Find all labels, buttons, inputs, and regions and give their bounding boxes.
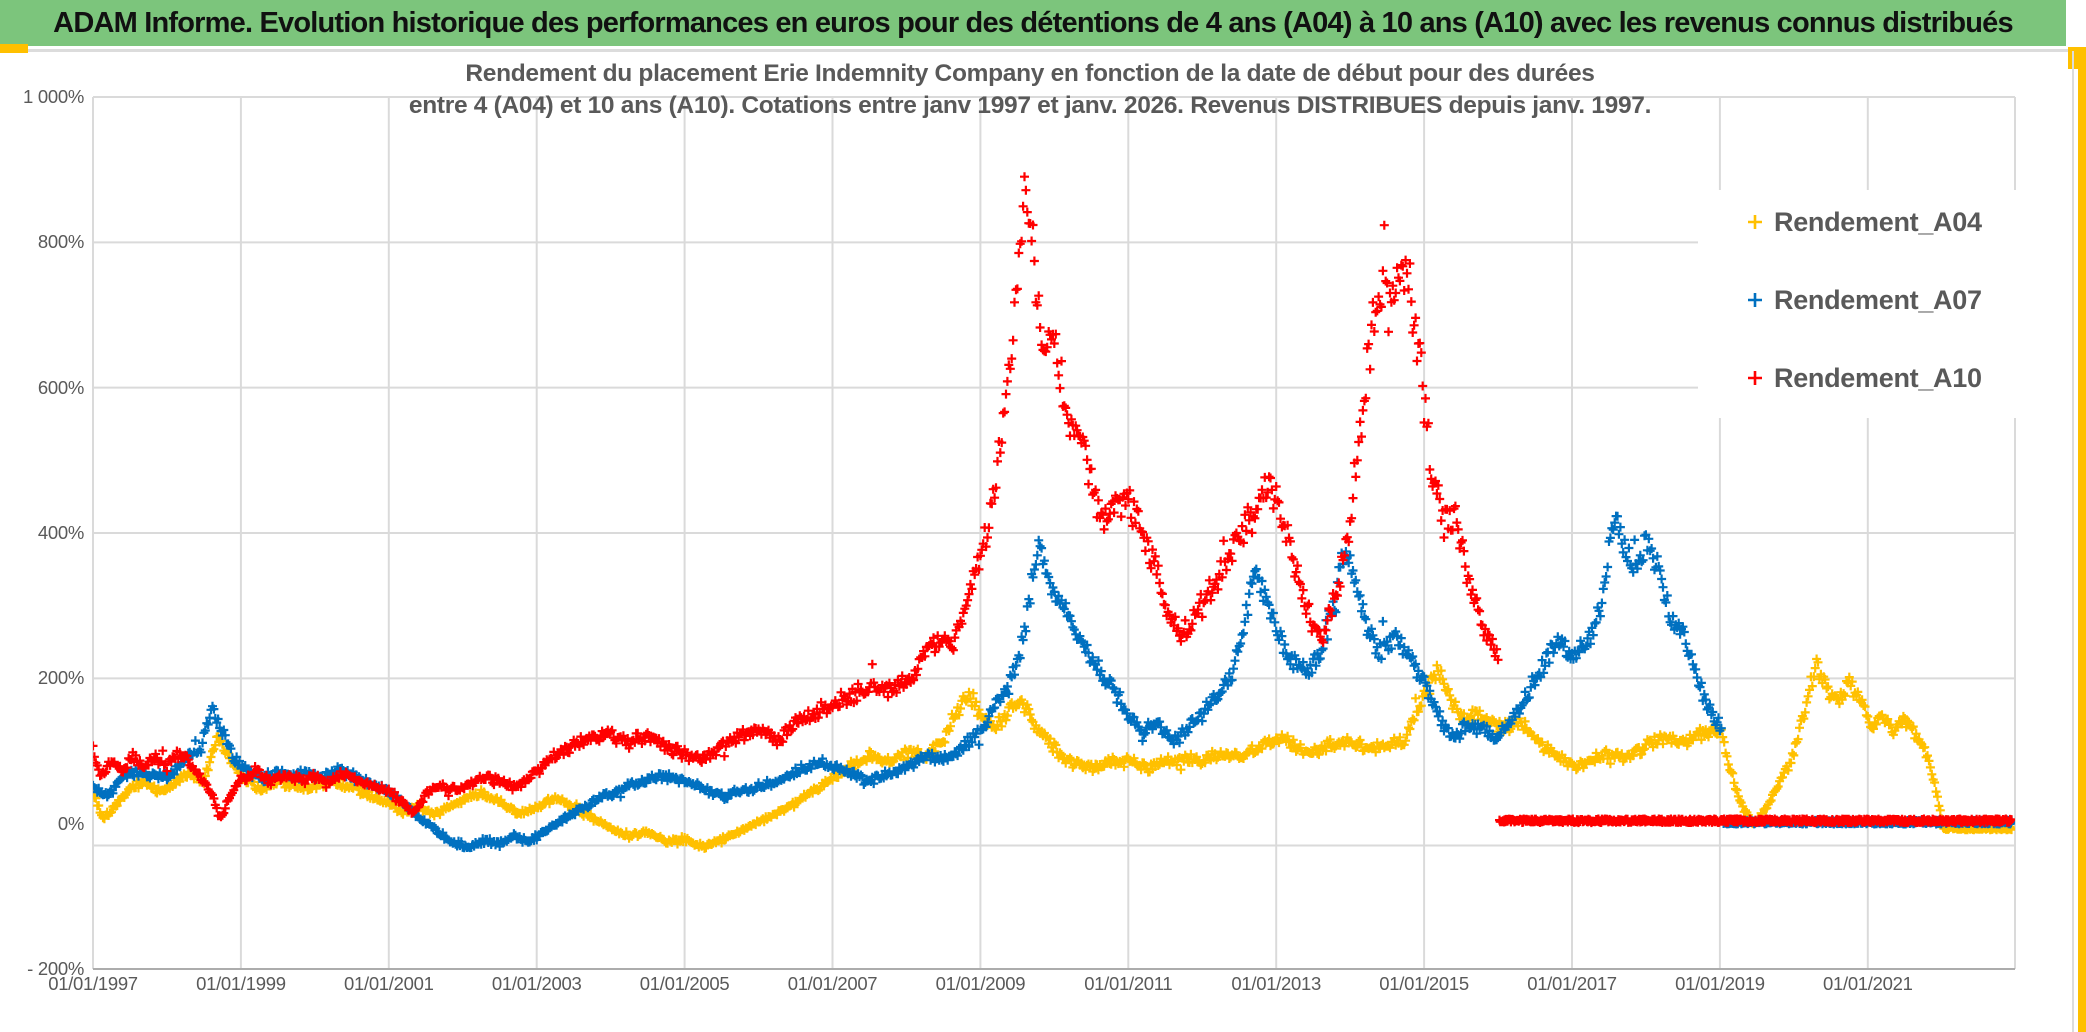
gold-accent-left — [0, 44, 28, 53]
legend-item-rendement-a10[interactable]: Rendement_A10 — [1746, 359, 2062, 397]
gold-accent-right-strip — [2078, 69, 2086, 1032]
y-tick-label: 200% — [37, 667, 84, 689]
header-title: ADAM Informe. Evolution historique des p… — [53, 6, 2013, 39]
x-tick-label: 01/01/2001 — [344, 973, 434, 994]
x-tick-label: 01/01/2009 — [935, 973, 1026, 994]
x-tick-label: 01/01/2013 — [1231, 973, 1321, 994]
plus-marker-icon — [1748, 371, 1762, 385]
x-tick-label: 01/01/2007 — [787, 973, 878, 994]
chart-frame-right-border — [2072, 51, 2074, 1032]
legend — [1698, 190, 2064, 418]
series-rendement-a10 — [93, 172, 2015, 828]
chart-title-line-1: Rendement du placement Erie Indemnity Co… — [465, 60, 1595, 87]
x-tick-label: 01/01/2021 — [1823, 973, 1913, 994]
x-tick-label: 01/01/1999 — [196, 973, 286, 994]
y-tick-label: 0% — [57, 812, 84, 834]
x-tick-label: 01/01/2019 — [1675, 973, 1765, 994]
chart-title-line-2: entre 4 (A04) et 10 ans (A10). Cotations… — [408, 92, 1652, 119]
legend-item-rendement-a04[interactable]: Rendement_A04 — [1746, 203, 2062, 241]
chart-title: Rendement du placement Erie Indemnity Co… — [400, 58, 1660, 122]
y-tick-label: 600% — [37, 376, 84, 398]
legend-item-rendement-a07[interactable]: Rendement_A07 — [1746, 281, 2062, 319]
legend-label-a04: Rendement_A04 — [1774, 206, 1982, 237]
x-tick-label: 01/01/1997 — [48, 973, 138, 994]
x-tick-label: 01/01/2015 — [1379, 973, 1469, 994]
header-bar: ADAM Informe. Evolution historique des p… — [0, 0, 2066, 46]
x-tick-label: 01/01/2011 — [1084, 973, 1173, 994]
y-tick-label: - 200% — [27, 958, 84, 979]
plus-marker-icon — [1748, 215, 1762, 229]
y-tick-label: 400% — [37, 522, 84, 543]
x-tick-label: 01/01/2017 — [1527, 973, 1617, 994]
y-tick-label: 800% — [37, 231, 84, 253]
series-rendement-a04 — [93, 654, 2015, 853]
plot-area[interactable] — [89, 172, 2017, 853]
y-tick-label: 1 000% — [23, 86, 84, 107]
legend-label-a07: Rendement_A07 — [1774, 284, 1982, 315]
x-tick-label: 01/01/2005 — [639, 973, 730, 994]
header-divider — [0, 49, 2073, 52]
legend-label-a10: Rendement_A10 — [1774, 362, 1982, 393]
x-tick-label: 01/01/2003 — [491, 973, 582, 994]
plus-marker-icon — [1748, 293, 1762, 307]
